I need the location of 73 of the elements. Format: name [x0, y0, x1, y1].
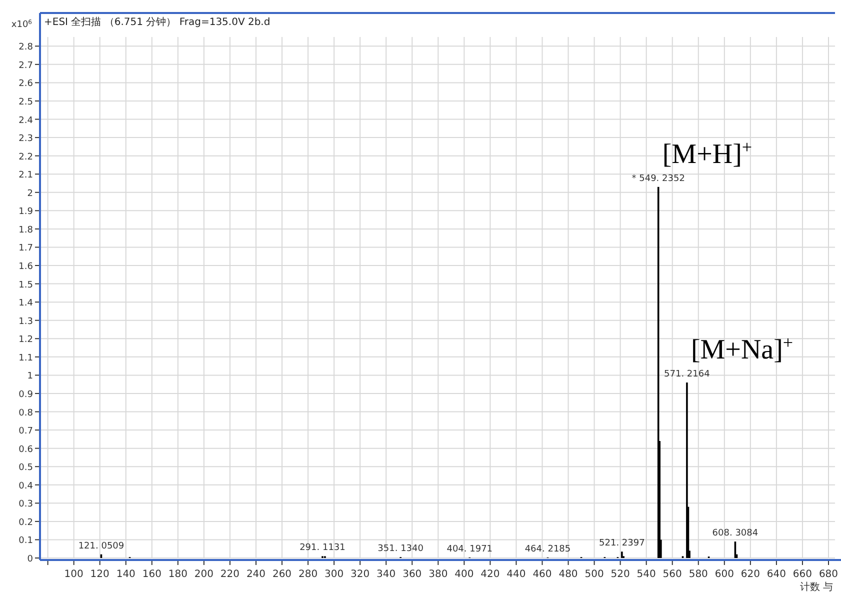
y-tick-label: 0.6 — [18, 444, 34, 455]
y-tick-label: 1 — [27, 372, 33, 382]
y-tick-label: 0.1 — [18, 536, 33, 546]
annotation: 521. 2397 — [599, 538, 645, 549]
annotation: 351. 1340 — [378, 544, 424, 554]
x-tick-label: 140 — [116, 569, 136, 580]
y-tick-label: 1.5 — [18, 280, 33, 290]
y-tick-label: 0 — [27, 554, 34, 564]
x-tick-label: 360 — [402, 569, 422, 580]
annotation: [M+Na]$^{+}$ — [690, 332, 794, 366]
annotation: 571. 2164 — [664, 370, 710, 380]
x-tick-label: 580 — [688, 569, 708, 580]
x-tick-label: 600 — [714, 569, 734, 580]
x-tick-label: 680 — [818, 569, 838, 580]
y-tick-label: 0.9 — [18, 390, 34, 400]
y-tick-label: 2.7 — [18, 60, 33, 71]
x-tick-label: 280 — [298, 569, 318, 580]
x-tick-label: 120 — [90, 569, 110, 580]
y-tick-label: 1.3 — [18, 316, 33, 327]
x-tick-label: 340 — [376, 569, 396, 580]
x-tick-label: 440 — [506, 569, 526, 580]
y-tick-label: 1.8 — [18, 225, 34, 236]
y-tick-label: 0.7 — [18, 426, 33, 437]
y-tick-label: 0.2 — [18, 518, 33, 528]
x-tick-label: 520 — [610, 569, 630, 580]
y-tick-label: 2.6 — [18, 79, 34, 90]
x-tick-label: 320 — [350, 569, 370, 580]
x-tick-label: 240 — [246, 569, 266, 580]
x-tick-label: 400 — [454, 569, 474, 580]
y-tick-label: 2.5 — [18, 97, 33, 108]
x-tick-label: 100 — [64, 569, 84, 580]
y-tick-label: 0.3 — [18, 500, 33, 510]
y-axis-title: x10$^{6}$ — [11, 18, 32, 30]
y-tick-label: 2.4 — [18, 116, 34, 126]
x-tick-label: 160 — [142, 569, 162, 580]
y-tick-label: 2.2 — [18, 152, 33, 162]
y-tick-label: 2.1 — [18, 170, 33, 181]
annotation: 608. 3084 — [712, 528, 758, 539]
x-tick-label: 620 — [740, 569, 760, 580]
x-tick-label: 480 — [558, 569, 578, 580]
x-tick-label: 300 — [324, 569, 344, 580]
y-tick-label: 1.2 — [18, 335, 33, 346]
x-tick-label: 660 — [792, 569, 812, 580]
x-tick-label: 380 — [428, 569, 448, 580]
x-tick-label: 180 — [168, 569, 188, 580]
x-tick-label: 500 — [584, 569, 604, 580]
x-tick-label: 540 — [636, 569, 656, 580]
y-tick-label: 1.1 — [18, 353, 33, 364]
y-tick-label: 1.9 — [18, 207, 34, 218]
y-tick-label: 1.4 — [18, 298, 34, 309]
y-tick-label: 2.3 — [18, 134, 33, 144]
y-tick-label: 0.4 — [18, 481, 34, 492]
x-tick-label: 260 — [272, 569, 292, 580]
x-tick-label: 420 — [480, 569, 500, 580]
annotation: 464. 2185 — [524, 544, 571, 554]
y-tick-label: 1.7 — [18, 244, 33, 254]
annotation: 291. 1131 — [300, 543, 346, 554]
annotation: 404. 1971 — [446, 544, 493, 554]
annotation: [M+H]$^{+}$ — [662, 136, 752, 170]
annotation: * 549. 2352 — [632, 174, 685, 184]
y-tick-label: 0.5 — [18, 463, 33, 474]
y-tick-label: 2 — [27, 188, 33, 199]
x-tick-label: 460 — [532, 569, 552, 580]
y-tick-label: 0.8 — [18, 408, 34, 418]
chart-title: +ESI 全扫描 （6.751 分钟） Frag=135.0V 2b.d — [44, 16, 270, 28]
y-tick-label: 1.6 — [18, 262, 34, 272]
x-tick-label: 200 — [194, 569, 214, 580]
x-tick-label: 640 — [766, 569, 786, 580]
x-tick-label: 220 — [220, 569, 240, 580]
y-tick-label: 2.8 — [18, 42, 34, 53]
x-axis-title: 计数 与 — [800, 581, 833, 593]
annotation: 121. 0509 — [78, 541, 124, 552]
x-tick-label: 560 — [662, 569, 682, 580]
